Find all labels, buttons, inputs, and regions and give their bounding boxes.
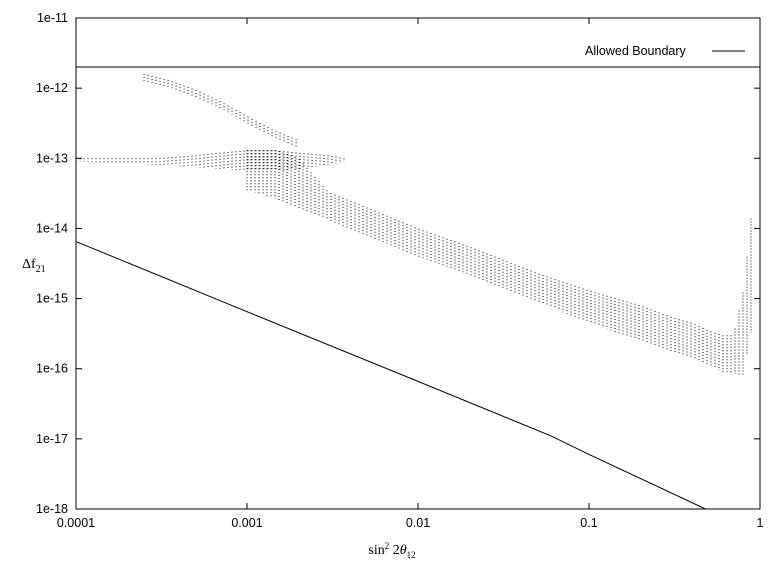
x-tick-label-2: 0.01 [406, 516, 430, 530]
x-tick-labels: 0.0001 0.001 0.01 0.1 1 [57, 516, 764, 530]
axis-ticks [75, 17, 761, 510]
y-tick-label-7: 1e-11 [37, 11, 68, 25]
y-tick-label-4: 1e-14 [36, 221, 68, 235]
y-tick-label-2: 1e-16 [36, 362, 68, 376]
x-axis-label: sin2 2θ12 [368, 541, 415, 560]
legend: Allowed Boundary [585, 44, 745, 58]
scatter-band-0 [143, 73, 297, 148]
x-tick-label-0: 0.0001 [57, 516, 95, 530]
x-tick-label-3: 0.1 [580, 516, 597, 530]
y-tick-label-3: 1e-15 [36, 292, 68, 306]
y-tick-label-5: 1e-13 [36, 151, 68, 165]
x-tick-label-4: 1 [757, 516, 764, 530]
scatter-band-1 [75, 150, 345, 172]
y-tick-label-6: 1e-12 [36, 81, 68, 95]
scatter-layer [75, 73, 752, 376]
plot-frame [75, 17, 761, 510]
y-tick-label-1: 1e-17 [36, 432, 68, 446]
legend-label: Allowed Boundary [585, 44, 687, 58]
lower-line [75, 241, 706, 510]
lines-layer [75, 66, 760, 510]
x-tick-label-1: 0.001 [231, 516, 262, 530]
scatter-band-2 [246, 150, 752, 376]
y-axis-label: Δf21 [22, 257, 46, 275]
y-tick-label-0: 1e-18 [36, 502, 68, 516]
y-tick-labels: 1e-18 1e-17 1e-16 1e-15 1e-14 1e-13 1e-12 1e-11 [36, 11, 68, 516]
